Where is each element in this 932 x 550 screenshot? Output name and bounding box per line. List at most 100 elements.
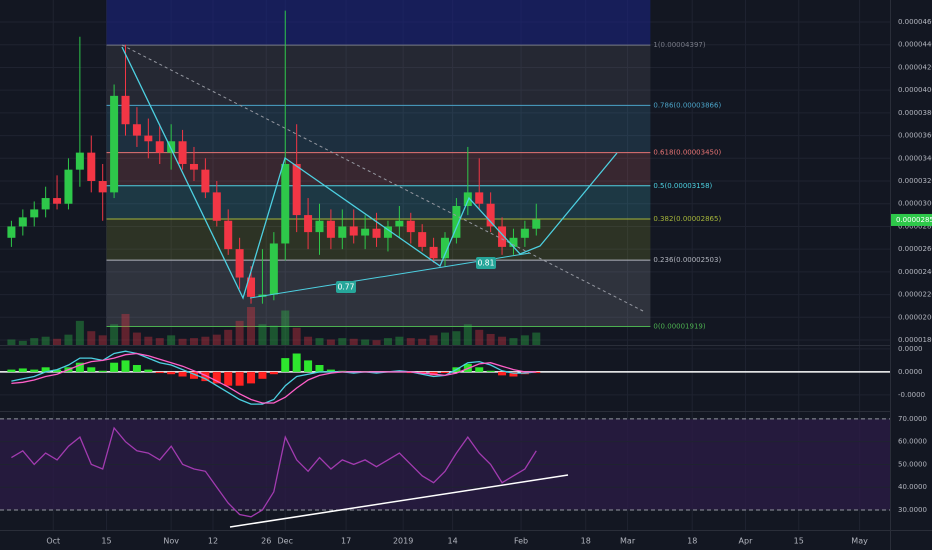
y-tick-label: 0.0000 <box>898 368 923 376</box>
candle-body <box>349 226 358 236</box>
y-tick-label: -0.0000 <box>898 391 925 399</box>
x-tick-label: May <box>851 537 868 546</box>
x-tick-label: 18 <box>687 537 697 546</box>
volume-bar <box>53 338 62 345</box>
volume-bar <box>7 339 16 345</box>
x-tick-label: Nov <box>163 537 179 546</box>
histogram-bar <box>304 360 313 372</box>
candle-body <box>121 95 130 125</box>
histogram-bar <box>509 371 518 377</box>
candle-body <box>338 226 347 238</box>
candle-body <box>75 152 84 170</box>
volume-bar <box>121 313 130 345</box>
x-tick-label: 15 <box>101 537 111 546</box>
candle-body <box>167 141 176 153</box>
candle-body <box>429 246 438 259</box>
volume-bar <box>110 324 119 345</box>
volume-bar <box>520 335 529 345</box>
y-tick-label: 0.00002200 <box>898 291 932 299</box>
fib-band <box>106 185 651 220</box>
volume-bar <box>372 340 381 345</box>
y-tick-label: 0.00002400 <box>898 268 932 276</box>
volume-bar <box>144 336 153 345</box>
candle-body <box>372 228 381 238</box>
y-tick-label: 0.00001800 <box>898 336 932 344</box>
volume-bar <box>452 331 461 345</box>
y-tick-label: 0.00004400 <box>898 41 932 49</box>
candle-body <box>532 219 541 229</box>
volume-bar <box>395 336 404 345</box>
volume-bar <box>178 338 187 345</box>
volume-bar <box>463 324 472 345</box>
histogram-bar <box>292 353 301 372</box>
last-price-box <box>891 213 932 226</box>
histogram-bar <box>132 365 141 372</box>
ratio-box <box>476 257 496 269</box>
candle-body <box>155 141 164 153</box>
volume-bar <box>18 340 27 345</box>
y-tick-label: 0.00003800 <box>898 109 932 117</box>
volume-bar <box>326 339 335 345</box>
histogram-bar <box>247 371 256 384</box>
volume-bar <box>98 335 107 345</box>
candle-body <box>315 220 324 233</box>
volume-bar <box>406 338 415 345</box>
histogram-bar <box>121 360 130 372</box>
candle-body <box>18 217 27 227</box>
candle-body <box>247 277 256 297</box>
x-tick-label: Apr <box>739 537 754 546</box>
histogram-bar <box>498 371 507 376</box>
candle-body <box>395 220 404 227</box>
candle-body <box>441 237 449 259</box>
histogram-bar <box>189 371 198 379</box>
candle-body <box>87 152 96 182</box>
fib-top-band <box>106 0 651 46</box>
volume-bar <box>361 339 370 345</box>
histogram-bar <box>475 367 484 372</box>
fib-label: 0.786(0.00003866) <box>653 101 721 109</box>
candle-body <box>212 192 221 221</box>
candle-body <box>292 163 301 216</box>
volume-bar <box>235 320 244 345</box>
candle-body <box>498 226 507 247</box>
candle-body <box>475 192 484 204</box>
candle-body <box>30 209 39 218</box>
fib-band <box>106 105 651 153</box>
y-tick-label: 30.0000 <box>898 506 927 514</box>
candle-body <box>110 95 119 193</box>
x-tick-label: 12 <box>208 537 218 546</box>
fib-label: 0.236(0.00002503) <box>653 256 721 264</box>
macd-line <box>11 350 537 405</box>
volume-bar <box>281 310 290 345</box>
histogram-bar <box>281 358 290 372</box>
x-tick-label: 26 <box>261 537 271 546</box>
candle-body <box>509 237 518 247</box>
candle-body <box>41 198 50 210</box>
volume-bar <box>258 324 267 345</box>
fib-label: 0(0.00001919) <box>653 322 705 330</box>
ratio-box <box>336 281 356 293</box>
candle-body <box>7 226 16 238</box>
y-tick-label: 60.0000 <box>898 438 927 446</box>
fib-label: 0.382(0.00002865) <box>653 215 721 223</box>
histogram-bar <box>53 369 62 372</box>
y-tick-label: 0.00004000 <box>898 86 932 94</box>
x-tick-label: Mar <box>620 537 636 546</box>
y-tick-label: 40.0000 <box>898 483 927 491</box>
candle-body <box>418 232 427 247</box>
fib-label: 0.618(0.00003450) <box>653 149 721 157</box>
histogram-bar <box>326 369 335 372</box>
volume-bar <box>349 338 358 345</box>
last-price-label: 0.00002857 <box>896 216 932 224</box>
rsi-trend-line <box>229 474 569 528</box>
fib-band <box>106 152 651 186</box>
volume-bar <box>132 332 141 345</box>
candle-body <box>235 249 244 278</box>
volume-bar <box>315 338 324 345</box>
volume-bar <box>418 338 427 345</box>
volume-bar <box>224 329 233 345</box>
volume-bar <box>441 332 449 345</box>
candle-body <box>98 181 107 193</box>
